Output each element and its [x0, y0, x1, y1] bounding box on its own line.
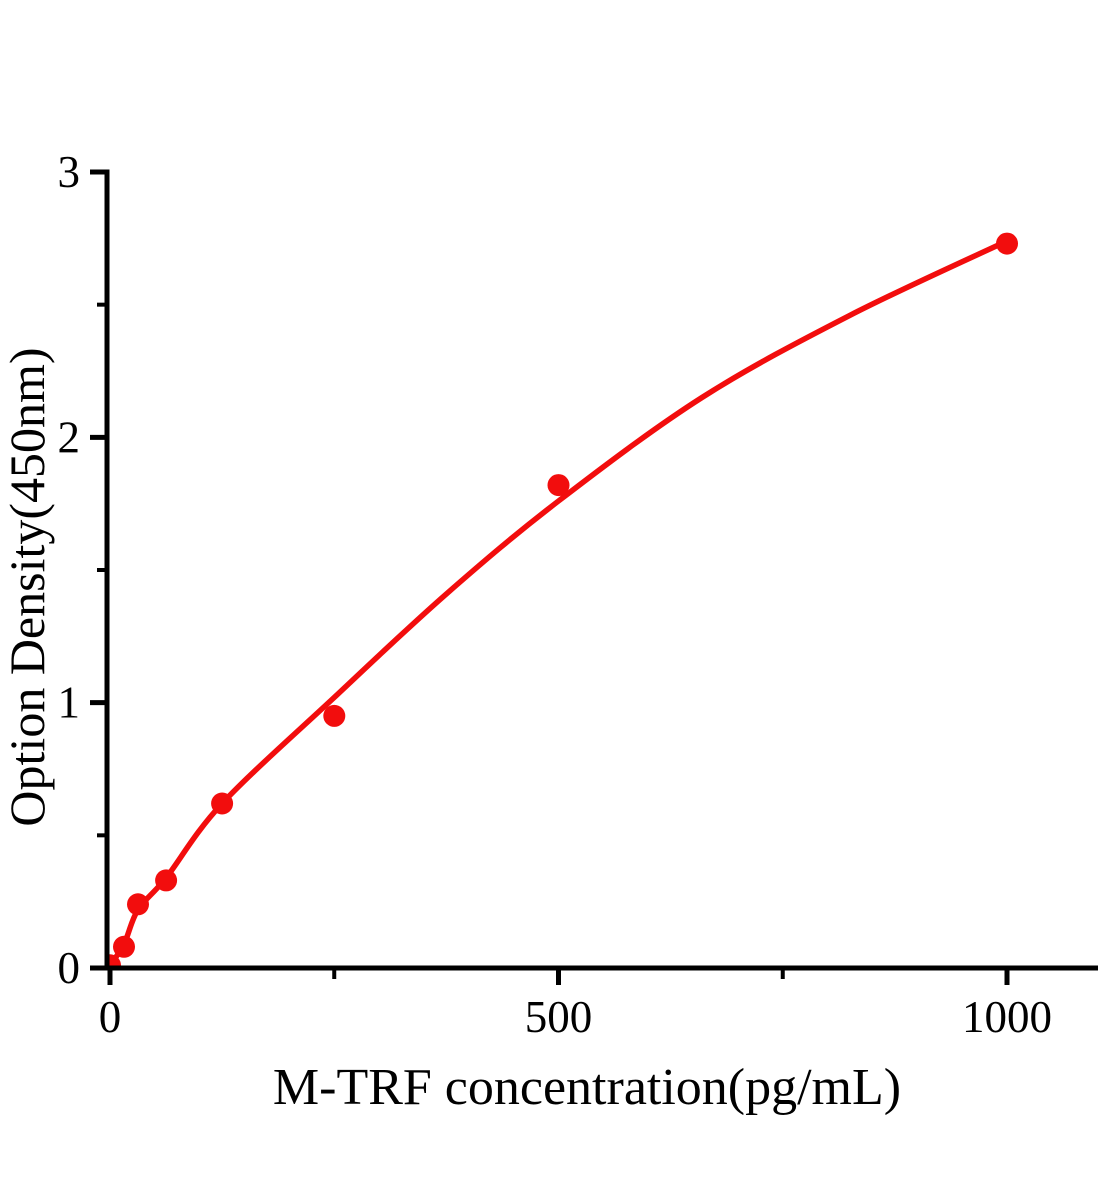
- data-point: [127, 893, 149, 916]
- y-tick-label: 0: [58, 943, 81, 993]
- y-tick-label: 1: [58, 678, 81, 728]
- data-point: [211, 792, 234, 815]
- x-tick-label: 1000: [962, 992, 1052, 1042]
- data-point: [108, 954, 121, 968]
- x-tick-label: 0: [99, 992, 122, 1042]
- x-tick-label: 500: [525, 992, 593, 1042]
- data-point: [547, 474, 570, 497]
- data-point: [155, 869, 178, 892]
- x-axis-title: M-TRF concentration(pg/mL): [273, 1059, 901, 1116]
- data-point: [323, 704, 346, 727]
- data-point: [113, 935, 135, 958]
- data-series-layer: [108, 232, 1018, 968]
- fit-curve-line: [108, 238, 1010, 968]
- y-tick-label: 3: [58, 147, 81, 197]
- y-tick-label: 2: [58, 412, 81, 462]
- axes-layer: [90, 169, 1098, 985]
- data-point: [996, 232, 1018, 255]
- y-axis-title: Option Density(450nm): [0, 347, 55, 826]
- tick-labels-layer: 0 500 1000 0 1 2 3: [58, 147, 1053, 1042]
